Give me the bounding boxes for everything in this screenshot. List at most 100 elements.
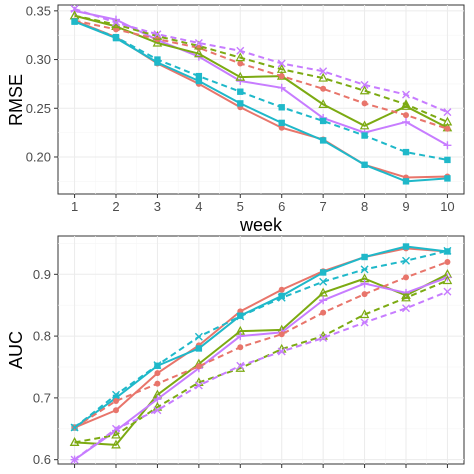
auc-series-5-point [443, 246, 452, 255]
rmse-series-0-point [278, 124, 285, 131]
auc-series-7-point [277, 347, 286, 356]
auc-series-4-point [320, 309, 327, 316]
auc-series-5-point [402, 256, 410, 265]
rmse-series-3-point [152, 37, 163, 47]
rmse-grid [58, 5, 464, 194]
auc-series-6-point [69, 437, 80, 446]
rmse-series-4-point [403, 112, 409, 119]
auc-series-5-point [194, 332, 203, 341]
rmse-series-7-point [361, 132, 368, 139]
auc-series-0-point [113, 407, 119, 414]
auc-series-1-point [361, 253, 368, 261]
auc-series-7-point [194, 381, 203, 390]
auc-series-3-point [360, 279, 369, 288]
auc-series-1-point [195, 345, 203, 352]
rmse-x-tick-label: 10 [440, 199, 454, 214]
rmse-series-7-point [237, 88, 244, 95]
auc-series-6-line [74, 279, 448, 444]
rmse-series-2-point [402, 117, 410, 126]
rmse-series-7-point [278, 104, 285, 111]
auc-series-5-point [319, 277, 328, 286]
rmse-x-tick-label: 1 [71, 199, 78, 214]
rmse-series-3-point [318, 99, 328, 108]
rmse-series-5-line [74, 14, 448, 123]
rmse-x-tick-label: 9 [402, 199, 409, 214]
rmse-series-6-point [443, 108, 452, 117]
rmse-series-6-point [402, 90, 410, 99]
rmse-panel: 1 2 3 4 5 6 7 8 9 10 0.20 0.25 0.30 0.35 RMSE week [6, 3, 465, 235]
rmse-ticks: 1 2 3 4 5 6 7 8 9 10 0.20 0.25 0.30 0.35 [26, 3, 455, 214]
auc-series-7-point [236, 361, 245, 370]
auc-series-4-point [278, 331, 285, 338]
rmse-x-tick-label: 8 [361, 199, 368, 214]
rmse-series-6-line [74, 7, 448, 114]
auc-series-5-line [73, 249, 448, 429]
rmse-x-tick-label: 4 [195, 199, 202, 214]
rmse-y-tick-label: 0.25 [26, 101, 51, 116]
rmse-series-1-point [278, 119, 285, 127]
auc-series-4-point [361, 291, 368, 298]
auc-series-3-point [319, 296, 328, 305]
auc-series-4-line [74, 261, 448, 429]
auc-series-4-point [403, 274, 409, 281]
rmse-series-6-point [360, 80, 369, 89]
auc-series-7-point [319, 333, 328, 342]
auc-y-axis-title: AUC [6, 331, 26, 369]
rmse-series-3-point [235, 71, 246, 81]
auc-series-4-point [444, 258, 451, 265]
auc-series-6-point [442, 275, 453, 285]
rmse-series-7-line [74, 20, 448, 161]
rmse-series-6-point [236, 46, 245, 55]
rmse-series-7-point [402, 148, 410, 156]
rmse-series-2-point [236, 76, 245, 85]
rmse-series-4-point [278, 73, 285, 80]
auc-series-4-point [195, 363, 202, 370]
rmse-y-tick-label: 0.30 [26, 52, 51, 67]
rmse-series-6-point [277, 59, 286, 68]
auc-series-5-point [70, 423, 79, 432]
auc-series-1-point [112, 394, 120, 402]
auc-series-7-point [153, 406, 162, 415]
auc-series-4-point [237, 344, 244, 351]
auc-series-6-point [401, 292, 411, 302]
auc-series-5-point [360, 265, 369, 274]
auc-series-3-line [73, 276, 448, 461]
rmse-series-5-point [276, 64, 287, 73]
auc-series-6-point [359, 309, 370, 319]
auc-y-tick-label: 0.6 [33, 452, 51, 467]
auc-y-tick-label: 0.8 [33, 329, 51, 344]
auc-series-4-point [113, 397, 119, 404]
auc-series-2-point [111, 439, 121, 449]
auc-panel: 0.6 0.7 0.8 0.9 AUC [6, 235, 465, 468]
auc-series-6-point [111, 429, 121, 439]
rmse-series-4-line [74, 19, 448, 130]
rmse-series-6-point [153, 30, 162, 39]
rmse-x-axis-title: week [239, 215, 283, 235]
rmse-y-axis-title: RMSE [6, 74, 26, 126]
rmse-series-7-point [195, 72, 203, 80]
rmse-x-tick-label: 7 [320, 199, 327, 214]
rmse-series-4-point [444, 125, 451, 132]
auc-series-1-line [73, 245, 448, 429]
rmse-series-7-point [112, 33, 120, 41]
auc-series-7-point [360, 318, 369, 327]
auc-series-5-point [112, 390, 120, 399]
auc-series-0-point [154, 370, 161, 377]
auc-series-2-point [318, 287, 328, 297]
rmse-series-2-point [443, 141, 452, 150]
rmse-series-7-point [444, 156, 451, 164]
rmse-series-1-point [361, 161, 368, 168]
rmse-series-6-point [319, 67, 328, 76]
auc-ticks: 0.6 0.7 0.8 0.9 [33, 267, 448, 468]
rmse-y-tick-label: 0.20 [26, 149, 51, 164]
auc-series-0-point [278, 286, 285, 293]
rmse-series-2-point [277, 83, 286, 92]
auc-series-5-point [277, 293, 286, 302]
auc-series-4-point [154, 380, 161, 387]
auc-series-3-point [153, 395, 162, 404]
auc-series-1-point [319, 269, 327, 276]
rmse-series-7-point [71, 18, 78, 25]
rmse-series-1-point [195, 77, 203, 85]
auc-y-tick-label: 0.7 [33, 390, 51, 405]
